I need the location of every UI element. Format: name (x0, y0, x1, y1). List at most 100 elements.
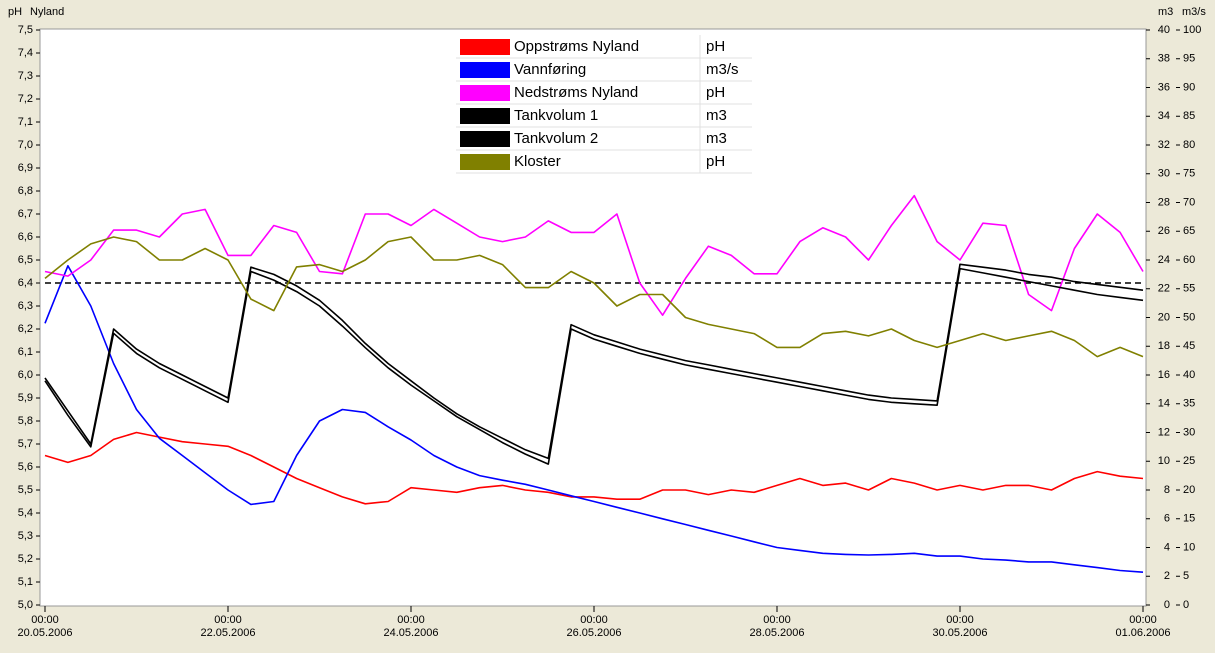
series-line (44, 265, 1144, 573)
legend-swatch (460, 131, 510, 147)
series-line (44, 194, 1144, 316)
y2-tick-label: 16 (1158, 369, 1170, 381)
y-tick-label: 6,4 (18, 277, 33, 289)
y2-tick-label: 38 (1158, 53, 1170, 65)
legend-swatch (460, 154, 510, 170)
y2-tick-label: 6 (1164, 513, 1170, 525)
y2-tick-label: 14 (1158, 398, 1170, 410)
y-tick-label: 5,8 (18, 415, 33, 427)
legend-label: Oppstrøms Nyland (514, 38, 639, 55)
y-tick-label: 6,3 (18, 300, 33, 312)
y-tick-label: 5,9 (18, 392, 33, 404)
y2-tick-label: 26 (1158, 225, 1170, 237)
y-tick-label: 6,9 (18, 162, 33, 174)
y2-tick-label: 36 (1158, 81, 1170, 93)
y3-tick-label: 30 (1183, 426, 1195, 438)
series-line (44, 431, 1144, 505)
y2-tick-label: 2 (1164, 570, 1170, 582)
y3-tick-label: 15 (1183, 513, 1195, 525)
y-tick-label: 7,4 (18, 47, 33, 59)
y-tick-label: 6,8 (18, 185, 33, 197)
y-tick-label: 5,7 (18, 438, 33, 450)
y2-tick-label: 0 (1164, 599, 1170, 611)
legend-unit: pH (706, 38, 725, 55)
y2-tick-label: 20 (1158, 311, 1170, 323)
y-tick-label: 7,3 (18, 70, 33, 82)
y3-tick-label: 65 (1183, 225, 1195, 237)
y2-tick-label: 8 (1164, 484, 1170, 496)
legend-label: Vannføring (514, 61, 586, 78)
x-tick-label: 00:00 (946, 614, 974, 626)
y3-tick-label: 45 (1183, 340, 1195, 352)
y3-axis-title: m3/s (1182, 6, 1206, 18)
y2-axis-title: m3 (1158, 6, 1173, 18)
y3-tick-label: 0 (1183, 599, 1189, 611)
x-tick-label: 30.05.2006 (932, 627, 987, 639)
y3-tick-label: 20 (1183, 484, 1195, 496)
x-tick-label: 00:00 (31, 614, 59, 626)
legend-swatch (460, 62, 510, 78)
legend-swatch (460, 108, 510, 124)
series-line (44, 267, 1144, 465)
y2-tick-label: 22 (1158, 283, 1170, 295)
legend-unit: pH (706, 153, 725, 170)
y2-tick-label: 12 (1158, 426, 1170, 438)
y2-tick-label: 4 (1164, 541, 1170, 553)
x-tick-label: 00:00 (763, 614, 791, 626)
y3-tick-label: 95 (1183, 53, 1195, 65)
y2-tick-label: 32 (1158, 139, 1170, 151)
y-tick-label: 5,2 (18, 553, 33, 565)
y-tick-label: 5,0 (18, 599, 33, 611)
legend-label: Nedstrøms Nyland (514, 84, 638, 101)
x-tick-label: 00:00 (580, 614, 608, 626)
y3-tick-label: 80 (1183, 139, 1195, 151)
chart-label: Nyland (30, 6, 64, 18)
y-tick-label: 5,4 (18, 507, 33, 519)
x-tick-label: 20.05.2006 (17, 627, 72, 639)
y-tick-label: 6,1 (18, 346, 33, 358)
x-tick-label: 01.06.2006 (1115, 627, 1170, 639)
y-axis-title: pH (8, 6, 22, 18)
legend-label: Tankvolum 2 (514, 130, 598, 147)
y-tick-label: 6,6 (18, 231, 33, 243)
x-tick-label: 22.05.2006 (200, 627, 255, 639)
y3-tick-label: 55 (1183, 283, 1195, 295)
y3-tick-label: 70 (1183, 196, 1195, 208)
y-tick-label: 5,5 (18, 484, 33, 496)
y-tick-label: 7,2 (18, 93, 33, 105)
legend-unit: m3/s (706, 61, 739, 78)
y3-tick-label: 10 (1183, 541, 1195, 553)
y3-tick-label: 90 (1183, 81, 1195, 93)
y-tick-label: 6,5 (18, 254, 33, 266)
x-tick-label: 00:00 (214, 614, 242, 626)
y-tick-label: 6,0 (18, 369, 33, 381)
y3-tick-label: 60 (1183, 254, 1195, 266)
y3-tick-label: 25 (1183, 455, 1195, 467)
y-tick-label: 6,7 (18, 208, 33, 220)
y-tick-label: 5,6 (18, 461, 33, 473)
y2-tick-label: 18 (1158, 340, 1170, 352)
y-tick-label: 7,0 (18, 139, 33, 151)
y-tick-label: 5,1 (18, 576, 33, 588)
y3-tick-label: 40 (1183, 369, 1195, 381)
y3-tick-label: 35 (1183, 398, 1195, 410)
legend-unit: m3 (706, 107, 727, 124)
series-line (44, 236, 1144, 358)
y-tick-label: 7,1 (18, 116, 33, 128)
legend-swatch (460, 39, 510, 55)
y2-tick-label: 34 (1158, 110, 1170, 122)
x-tick-label: 00:00 (1129, 614, 1157, 626)
y3-tick-label: 75 (1183, 168, 1195, 180)
y3-tick-label: 100 (1183, 24, 1201, 36)
x-tick-label: 26.05.2006 (566, 627, 621, 639)
y2-tick-label: 10 (1158, 455, 1170, 467)
x-tick-label: 28.05.2006 (749, 627, 804, 639)
y3-tick-label: 5 (1183, 570, 1189, 582)
legend-swatch (460, 85, 510, 101)
legend-unit: pH (706, 84, 725, 101)
y2-tick-label: 30 (1158, 168, 1170, 180)
y-tick-label: 6,2 (18, 323, 33, 335)
legend-label: Tankvolum 1 (514, 107, 598, 124)
legend-unit: m3 (706, 130, 727, 147)
